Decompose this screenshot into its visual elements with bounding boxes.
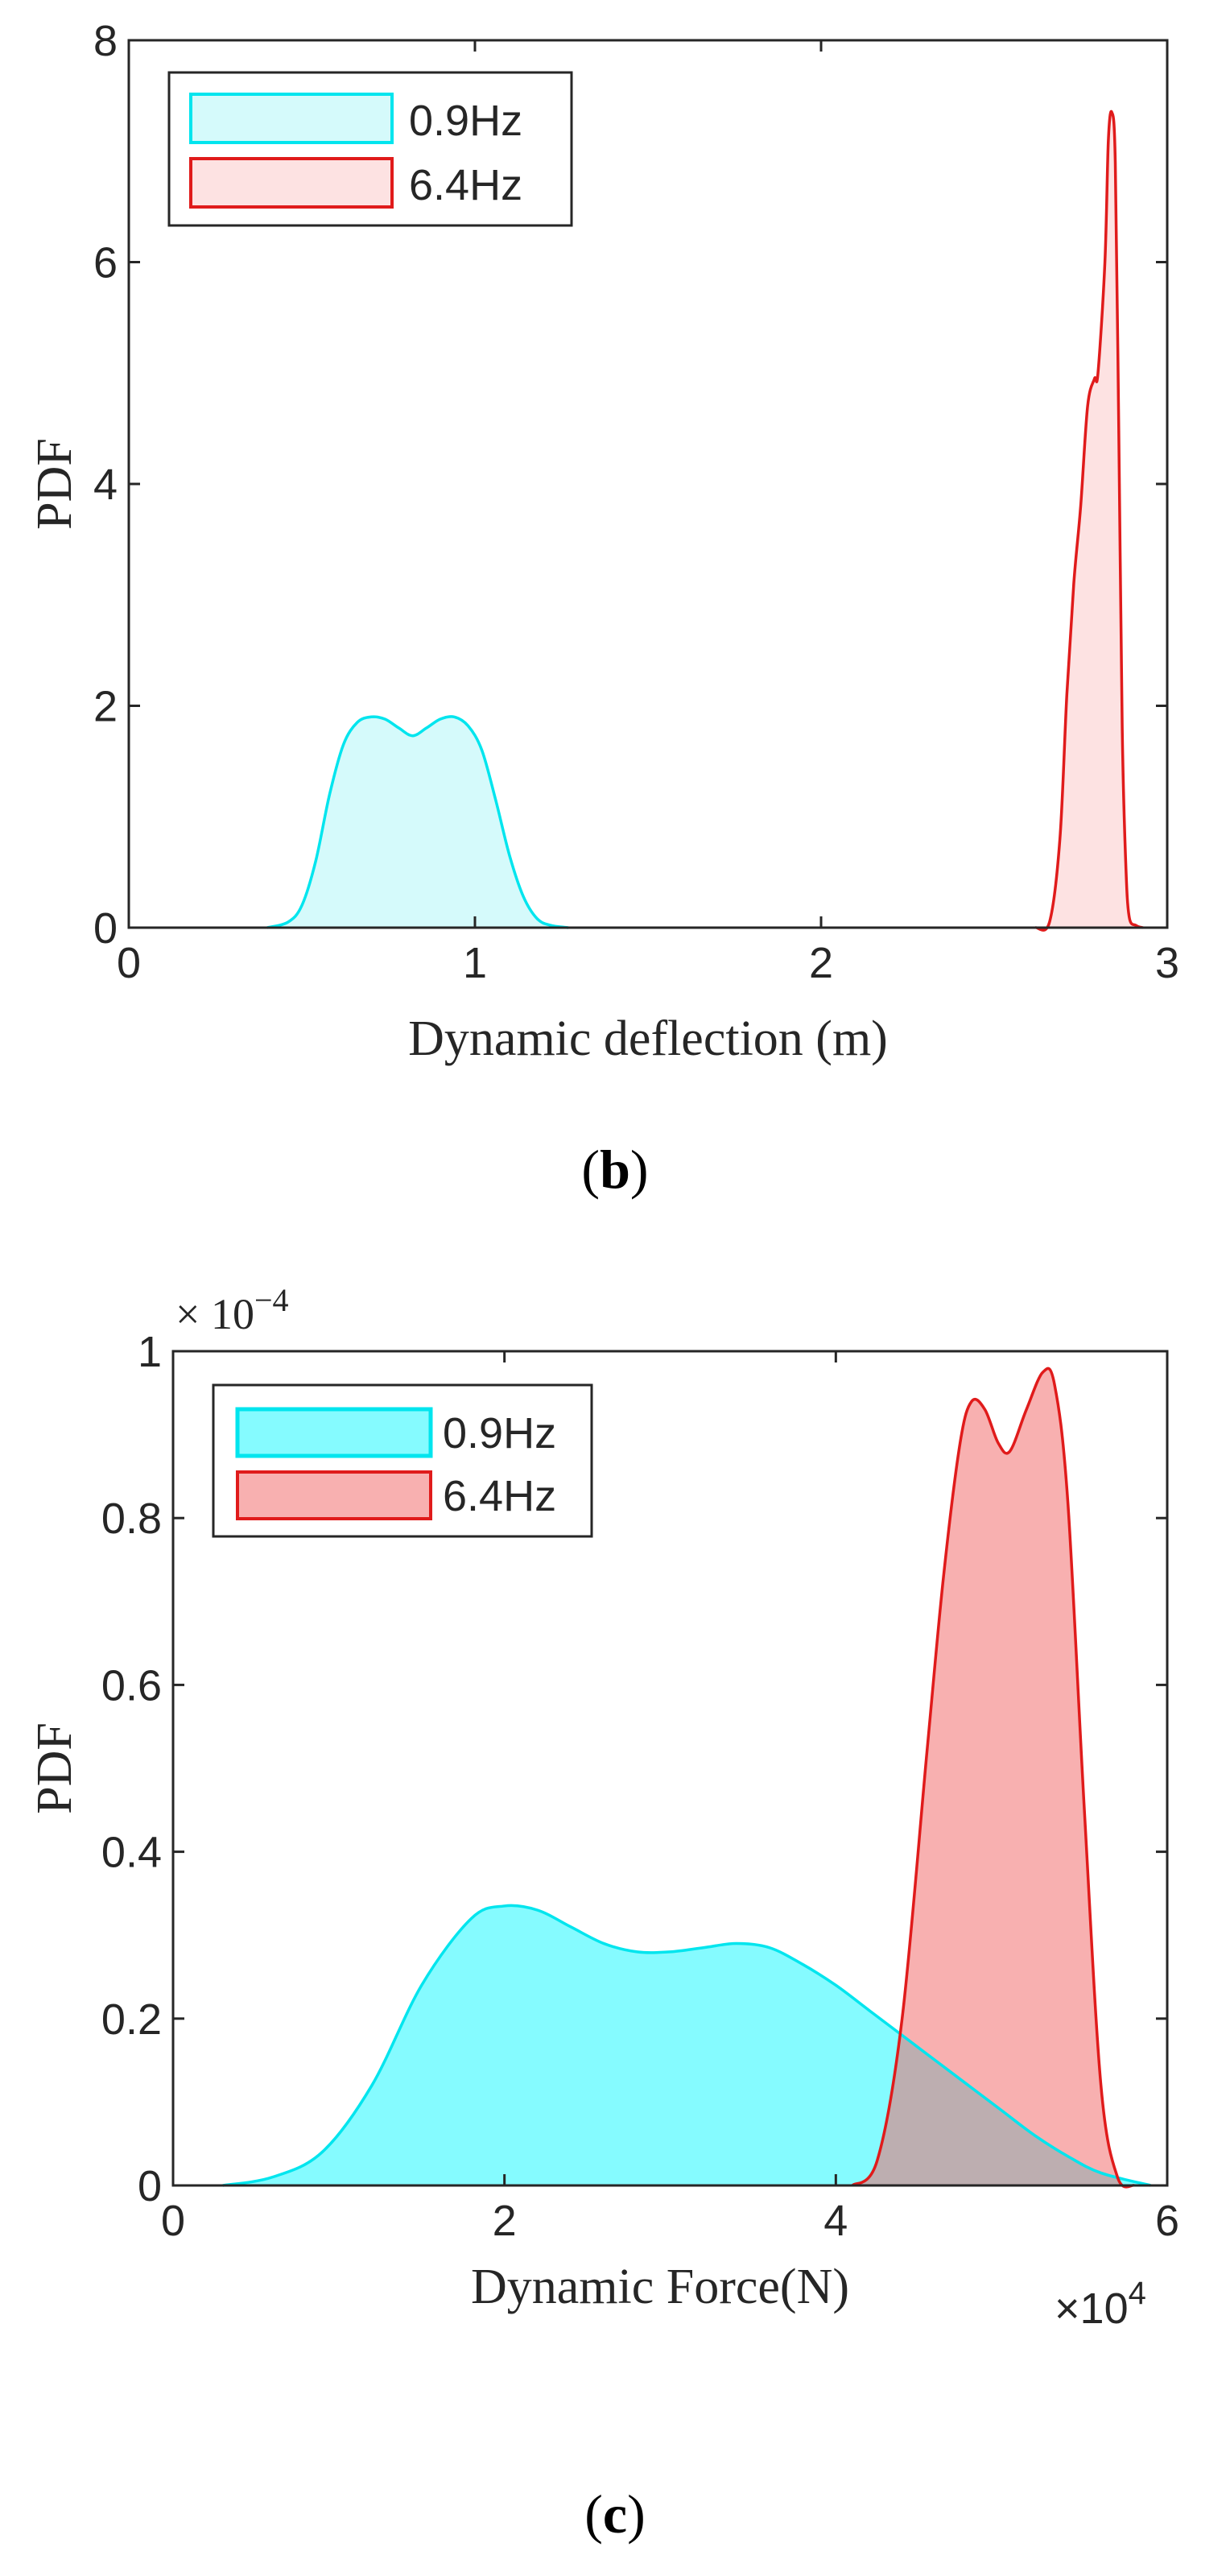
chart-c-axes-box — [171, 1350, 1169, 2187]
chart-b-xtick-label-0: 0 — [117, 939, 141, 987]
chart-c-xtick-label-2: 4 — [823, 2197, 848, 2245]
chart-c-ytick-label-2: 0.4 — [101, 1829, 162, 1877]
chart-c-xtick-label-3: 6 — [1155, 2197, 1179, 2245]
chart-b-ytick-label-0: 0 — [93, 904, 118, 953]
chart-c-legend-label-1: 6.4Hz — [443, 1472, 556, 1520]
chart-b-legend-label-0: 0.9Hz — [409, 97, 522, 145]
chart-b-ytick-label-4: 8 — [93, 17, 118, 65]
chart-b-series-0-area — [267, 716, 569, 928]
chart-c-legend-swatch-0 — [235, 1407, 433, 1458]
panel-c-label: (c) — [584, 2483, 646, 2545]
chart-b-series-0-line — [266, 715, 569, 929]
panel-b-label: (b) — [581, 1139, 648, 1200]
chart-c-xlabel: Dynamic Force(N) — [471, 2260, 849, 2314]
chart-c-legend: 0.9Hz 6.4Hz — [212, 1383, 593, 1538]
chart-b-ytick-label-1: 2 — [93, 683, 118, 731]
chart-b-ticks: 0 1 2 3 0 2 4 6 8 — [93, 17, 1179, 987]
chart-b-legend-label-1: 6.4Hz — [409, 161, 522, 209]
chart-c-ytick-label-5: 1 — [138, 1328, 162, 1376]
chart-b-legend: 0.9Hz 6.4Hz — [167, 71, 573, 227]
chart-b-xtick-label-1: 1 — [463, 939, 487, 987]
chart-c: 0 2 4 6 0 0.2 0.4 0.6 0.8 1 × 10−4 ×104 Dynamic F… — [27, 1282, 1179, 2545]
chart-b-xlabel: Dynamic deflection (m) — [408, 1011, 888, 1066]
chart-c-x-multiplier: ×104 — [1055, 2276, 1146, 2333]
chart-c-ytick-label-0: 0 — [138, 2162, 162, 2210]
chart-c-series-1-line — [851, 1367, 1135, 2189]
chart-b-legend-swatch-1 — [189, 157, 394, 209]
chart-c-ticks: 0 2 4 6 0 0.2 0.4 0.6 0.8 1 — [101, 1328, 1179, 2245]
chart-b-ylabel: PDF — [27, 438, 82, 530]
chart-c-ylabel: PDF — [27, 1722, 82, 1814]
chart-c-legend-swatch-1 — [236, 1470, 432, 1520]
chart-b-ytick-label-3: 6 — [93, 239, 118, 287]
chart-c-series-0-line — [222, 1904, 1151, 2187]
chart-b-series-group — [266, 110, 1144, 932]
chart-b-ytick-label-2: 4 — [93, 461, 118, 509]
chart-c-y-multiplier: × 10−4 — [175, 1282, 289, 1338]
chart-b-legend-swatch-0 — [189, 93, 394, 144]
chart-c-ytick-label-1: 0.2 — [101, 1995, 162, 2044]
chart-b-xtick-label-2: 2 — [809, 939, 833, 987]
chart-c-series-1-area — [852, 1368, 1134, 2187]
chart-b-xtick-label-3: 3 — [1155, 939, 1179, 987]
chart-c-xtick-label-0: 0 — [161, 2197, 185, 2245]
chart-c-ytick-label-4: 0.8 — [101, 1495, 162, 1543]
chart-b-series-1-line — [1034, 110, 1144, 932]
chart-c-legend-label-0: 0.9Hz — [443, 1409, 556, 1458]
chart-c-xtick-label-1: 2 — [493, 2197, 517, 2245]
chart-c-ytick-label-3: 0.6 — [101, 1661, 162, 1710]
chart-b: 0 1 2 3 0 2 4 6 8 Dynamic deflection (m) PDF 0.9… — [27, 17, 1179, 1200]
chart-c-series-group — [222, 1367, 1151, 2189]
